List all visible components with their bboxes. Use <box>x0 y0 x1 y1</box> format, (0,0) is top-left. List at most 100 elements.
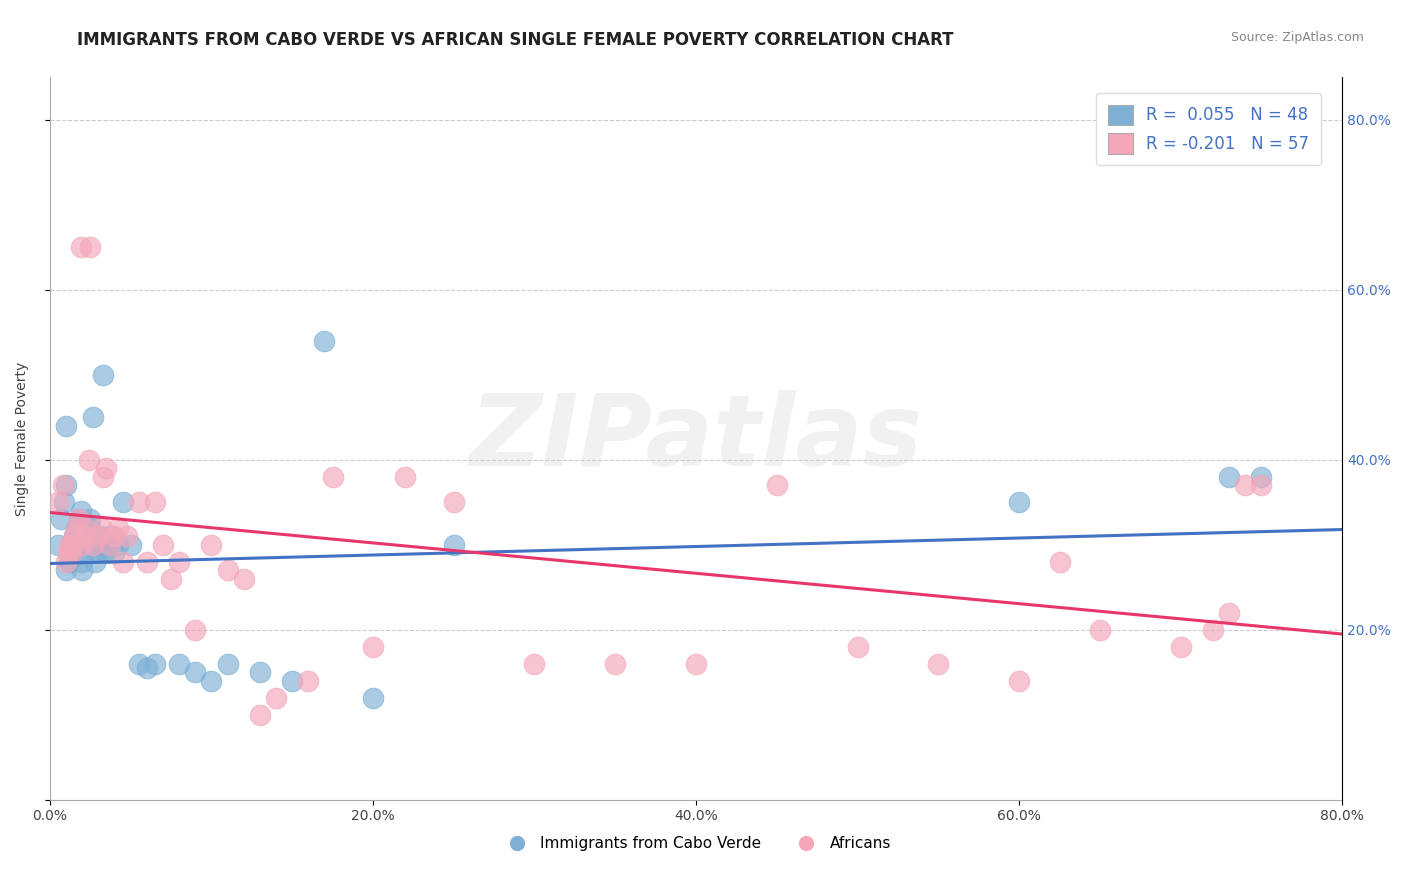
Point <box>98 538 121 552</box>
Point <box>100 529 122 543</box>
Point <box>128 657 150 671</box>
Point <box>264 690 287 705</box>
Point <box>200 538 222 552</box>
Point <box>70 563 93 577</box>
Point <box>46 495 69 509</box>
Text: Source: ZipAtlas.com: Source: ZipAtlas.com <box>1230 31 1364 45</box>
Point <box>52 478 75 492</box>
Point <box>167 555 190 569</box>
Point <box>70 538 93 552</box>
Point <box>69 504 91 518</box>
Point <box>685 657 707 671</box>
Legend: R =  0.055   N = 48, R = -0.201   N = 57: R = 0.055 N = 48, R = -0.201 N = 57 <box>1097 93 1322 165</box>
Point <box>394 470 416 484</box>
Point <box>103 546 125 560</box>
Point <box>77 453 100 467</box>
Point <box>79 512 101 526</box>
Point <box>98 538 121 552</box>
Point <box>217 657 239 671</box>
Point <box>67 512 90 526</box>
Point <box>96 461 118 475</box>
Point <box>67 512 90 526</box>
Point <box>79 521 101 535</box>
Point <box>1218 470 1240 484</box>
Point <box>605 657 627 671</box>
Point <box>249 707 271 722</box>
Text: ZIPatlas: ZIPatlas <box>470 390 922 487</box>
Point <box>69 240 91 254</box>
Point <box>84 555 107 569</box>
Point <box>107 521 129 535</box>
Point <box>49 512 72 526</box>
Point <box>65 521 87 535</box>
Point <box>82 410 104 425</box>
Point <box>91 470 114 484</box>
Point <box>135 555 157 569</box>
Point <box>249 665 271 680</box>
Point <box>232 572 254 586</box>
Point <box>63 529 86 543</box>
Point <box>58 538 80 552</box>
Point <box>1202 623 1225 637</box>
Point <box>167 657 190 671</box>
Point <box>1088 623 1111 637</box>
Point <box>523 657 546 671</box>
Text: IMMIGRANTS FROM CABO VERDE VS AFRICAN SINGLE FEMALE POVERTY CORRELATION CHART: IMMIGRANTS FROM CABO VERDE VS AFRICAN SI… <box>77 31 953 49</box>
Point <box>927 657 949 671</box>
Point <box>59 546 82 560</box>
Point <box>79 240 101 254</box>
Point <box>143 495 166 509</box>
Point <box>111 555 134 569</box>
Point <box>117 529 139 543</box>
Point <box>281 673 304 688</box>
Point <box>443 495 465 509</box>
Point <box>103 529 125 543</box>
Point <box>361 690 384 705</box>
Point <box>1234 478 1257 492</box>
Point <box>55 563 77 577</box>
Point <box>107 538 129 552</box>
Point <box>1250 470 1272 484</box>
Point <box>73 529 96 543</box>
Point <box>75 538 97 552</box>
Point <box>70 555 93 569</box>
Point <box>200 673 222 688</box>
Point <box>63 529 86 543</box>
Point <box>111 495 134 509</box>
Point <box>91 368 114 382</box>
Point <box>1250 478 1272 492</box>
Point <box>143 657 166 671</box>
Point <box>314 334 336 348</box>
Point <box>766 478 789 492</box>
Point <box>65 521 87 535</box>
Point <box>1049 555 1071 569</box>
Point <box>59 546 82 560</box>
Point <box>1218 606 1240 620</box>
Point <box>184 623 207 637</box>
Point <box>96 546 118 560</box>
Point <box>76 529 98 543</box>
Point <box>62 538 84 552</box>
Point <box>1008 673 1031 688</box>
Point <box>90 521 112 535</box>
Point <box>120 538 142 552</box>
Point <box>160 572 183 586</box>
Point <box>443 538 465 552</box>
Point <box>1170 640 1192 654</box>
Point <box>55 555 77 569</box>
Point <box>184 665 207 680</box>
Point <box>56 546 79 560</box>
Point <box>73 546 96 560</box>
Point <box>46 538 69 552</box>
Point <box>322 470 344 484</box>
Point <box>846 640 869 654</box>
Point <box>58 555 80 569</box>
Point <box>90 529 112 543</box>
Point <box>62 538 84 552</box>
Point <box>87 529 110 543</box>
Point <box>87 546 110 560</box>
Point <box>128 495 150 509</box>
Point <box>297 673 319 688</box>
Point <box>152 538 174 552</box>
Y-axis label: Single Female Poverty: Single Female Poverty <box>15 361 30 516</box>
